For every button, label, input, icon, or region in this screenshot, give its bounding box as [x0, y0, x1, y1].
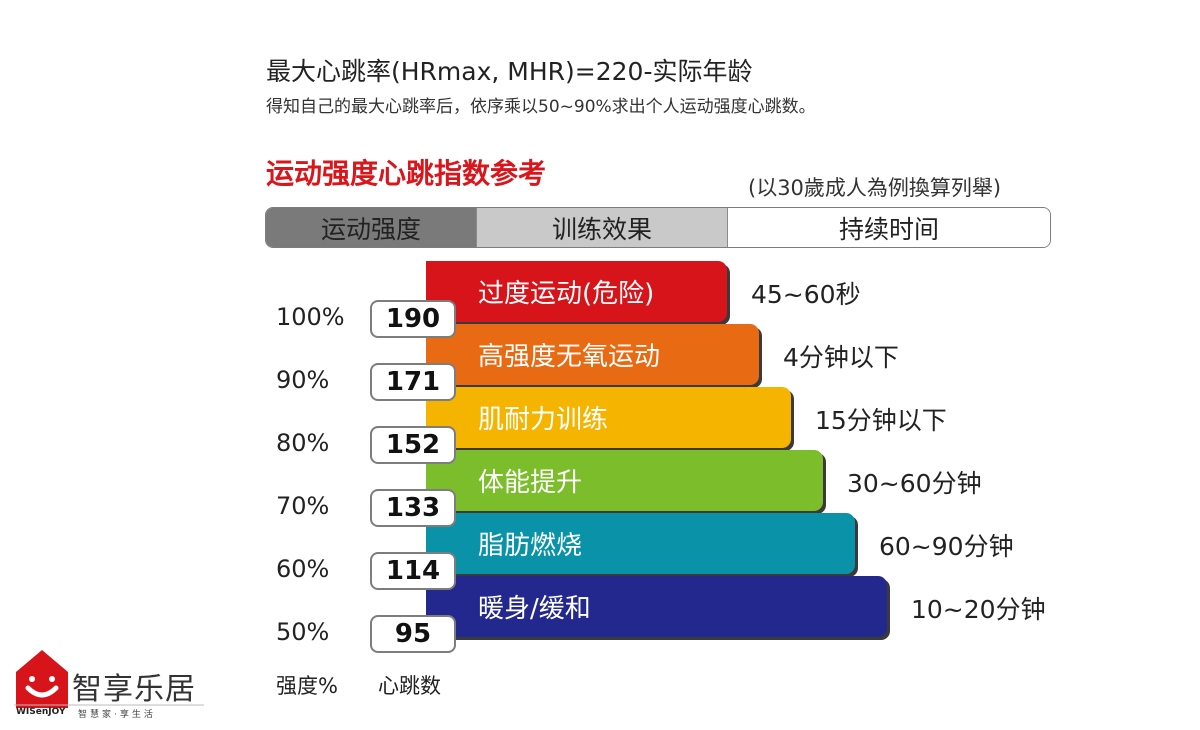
heart-rate-value: 190	[370, 300, 456, 338]
intensity-percent-label: 60%	[276, 555, 330, 583]
axis-label-intensity: 强度%	[276, 674, 338, 698]
heart-rate-value: 171	[370, 363, 456, 401]
zone-bar: 肌耐力训练	[426, 387, 791, 448]
example-note: (以30歲成人為例換算列舉)	[748, 176, 1002, 200]
zone-bar: 暖身/缓和	[426, 576, 887, 637]
header-duration: 持续时间	[727, 208, 1050, 247]
formula-text: 最大心跳率(HRmax, MHR)=220-实际年龄	[266, 57, 753, 86]
header-intensity: 运动强度	[266, 208, 476, 247]
intensity-percent-label: 90%	[276, 366, 330, 394]
intensity-percent-label: 80%	[276, 429, 330, 457]
axis-label-heart-rate: 心跳数	[378, 674, 441, 698]
chart-title: 运动强度心跳指数参考	[266, 157, 547, 190]
intensity-percent-label: 50%	[276, 618, 330, 646]
zone-duration: 4分钟以下	[783, 343, 899, 372]
zone-bar: 高强度无氧运动	[426, 324, 759, 385]
heart-rate-value: 95	[370, 615, 456, 653]
zone-duration: 15分钟以下	[815, 406, 947, 435]
table-header: 运动强度 训练效果 持续时间	[265, 207, 1051, 248]
zone-bar: 过度运动(危险)	[426, 261, 727, 322]
zone-duration: 30~60分钟	[847, 469, 982, 498]
logo-name: 智享乐居	[72, 672, 196, 707]
heart-rate-value: 152	[370, 426, 456, 464]
zone-bar: 体能提升	[426, 450, 823, 511]
logo-slogan: 智慧家·享生活	[78, 710, 156, 720]
heart-rate-value: 133	[370, 489, 456, 527]
logo-en: WISenJOY	[16, 707, 66, 717]
header-effect: 训练效果	[476, 208, 727, 247]
subtitle-text: 得知自己的最大心跳率后，依序乘以50~90%求出个人运动强度心跳数。	[266, 97, 816, 117]
intensity-percent-label: 100%	[276, 303, 345, 331]
zone-duration: 60~90分钟	[879, 532, 1014, 561]
zone-duration: 45~60秒	[751, 280, 861, 309]
house-logo-icon	[14, 650, 204, 708]
zone-duration: 10~20分钟	[911, 595, 1046, 624]
intensity-percent-label: 70%	[276, 492, 330, 520]
zone-bar: 脂肪燃烧	[426, 513, 855, 574]
heart-rate-value: 114	[370, 552, 456, 590]
